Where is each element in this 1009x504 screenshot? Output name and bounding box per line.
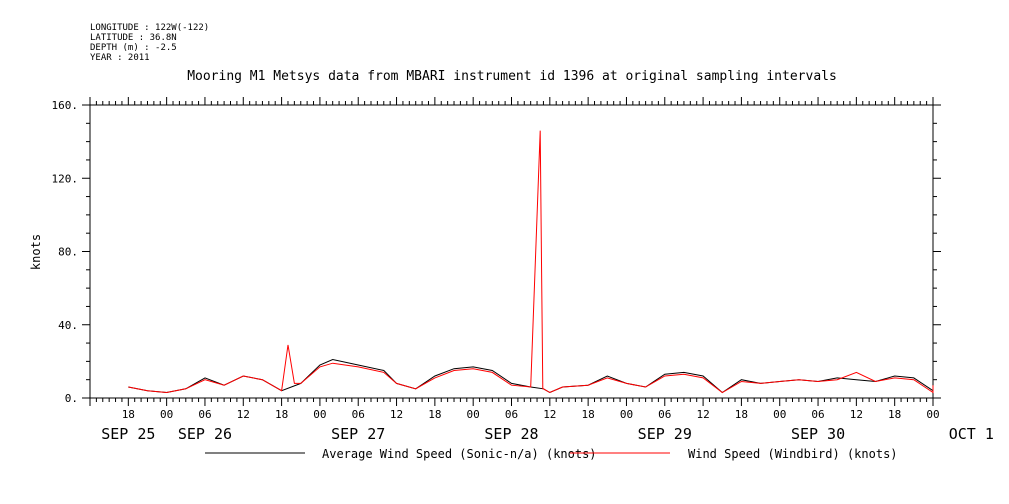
year-text: YEAR : 2011 — [90, 53, 150, 63]
x-date-label: SEP 26 — [178, 425, 232, 443]
series-average-wind-speed — [128, 358, 934, 394]
y-tick-label: 160. — [52, 99, 79, 112]
y-tick-label: 40. — [58, 319, 78, 332]
y-tick-label: 0. — [65, 392, 78, 405]
x-hour-label: 00 — [620, 408, 633, 421]
x-hour-label: 00 — [773, 408, 786, 421]
x-hour-label: 06 — [352, 408, 365, 421]
x-hour-label: 18 — [735, 408, 748, 421]
y-tick-label: 80. — [58, 246, 78, 259]
x-hour-label: 06 — [811, 408, 824, 421]
longitude-text: LONGITUDE : 122W(-122) — [90, 23, 209, 33]
x-hour-label: 06 — [505, 408, 518, 421]
x-hour-label: 18 — [428, 408, 441, 421]
latitude-text: LATITUDE : 36.8N — [90, 33, 177, 43]
y-axis-label: knots — [29, 234, 43, 270]
legend-label-average: Average Wind Speed (Sonic-n/a) (knots) — [322, 447, 597, 461]
x-date-label: SEP 28 — [484, 425, 538, 443]
series-windbird-wind-speed — [128, 130, 934, 394]
x-hour-label: 12 — [390, 408, 403, 421]
x-hour-label: 00 — [313, 408, 326, 421]
x-axis: 18 00 06 12 18 00 06 12 18 00 06 12 18 00 06 12 18 00 06 12… — [89, 97, 994, 443]
x-hour-label: 06 — [198, 408, 211, 421]
y-tick-label: 120. — [52, 172, 79, 185]
header-metadata: LONGITUDE : 122W(-122) LATITUDE : 36.8N … — [90, 23, 209, 63]
x-hour-label: 06 — [658, 408, 671, 421]
x-date-label: SEP 25 — [101, 425, 155, 443]
x-date-label: SEP 30 — [791, 425, 845, 443]
x-hour-label: 00 — [467, 408, 480, 421]
x-hour-label: 12 — [543, 408, 556, 421]
legend-label-windbird: Wind Speed (Windbird) (knots) — [688, 447, 898, 461]
x-hour-label: 12 — [696, 408, 709, 421]
legend: Average Wind Speed (Sonic-n/a) (knots) W… — [205, 447, 898, 461]
depth-text: DEPTH (m) : -2.5 — [90, 43, 177, 53]
y-axis: 0. 40. 80. 120. 160. — [52, 99, 941, 405]
x-hour-label: 12 — [237, 408, 250, 421]
chart-title: Mooring M1 Metsys data from MBARI instru… — [187, 69, 837, 84]
x-date-label: OCT 1 — [949, 425, 994, 443]
plot-frame — [89, 104, 934, 399]
x-hour-label: 18 — [582, 408, 595, 421]
x-hour-label: 18 — [888, 408, 901, 421]
x-hour-label: 18 — [122, 408, 135, 421]
x-date-label: SEP 27 — [331, 425, 385, 443]
series-group — [128, 130, 934, 394]
x-hour-label: 18 — [275, 408, 288, 421]
x-hour-label: 00 — [160, 408, 173, 421]
x-hour-label: 00 — [926, 408, 939, 421]
x-hour-label: 12 — [850, 408, 863, 421]
x-date-label: SEP 29 — [638, 425, 692, 443]
